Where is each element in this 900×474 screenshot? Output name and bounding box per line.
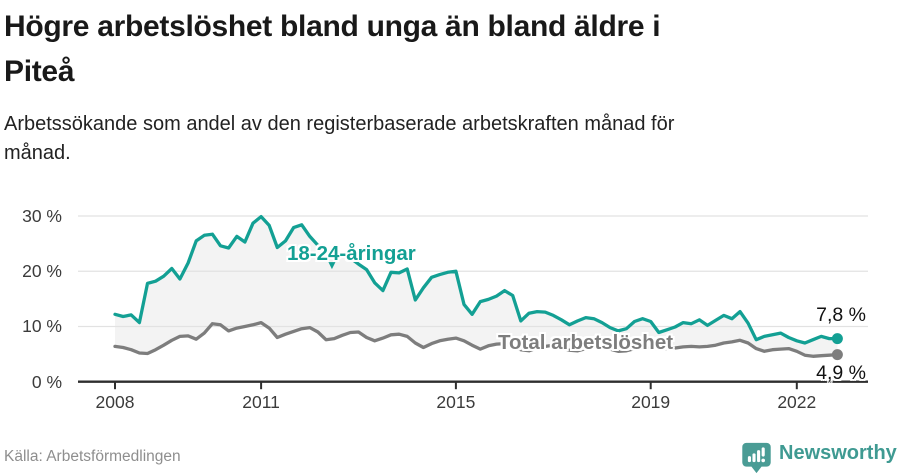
chart-subtitle-line1: Arbetssökande som andel av den registerb… xyxy=(4,113,675,135)
x-axis-tick-label: 2022 xyxy=(777,392,817,412)
x-axis-tick-label: 2008 xyxy=(95,392,135,412)
chart-title: Högre arbetslöshet bland unga än bland ä… xyxy=(4,4,844,94)
source-note: Källa: Arbetsförmedlingen xyxy=(4,448,181,465)
x-axis-tick-label: 2019 xyxy=(631,392,671,412)
newsworthy-logo-icon xyxy=(742,442,771,474)
chart-title-line2: Piteå xyxy=(4,55,75,88)
newsworthy-wordmark: Newsworthy xyxy=(779,442,897,464)
series-line-total xyxy=(113,320,840,358)
y-axis-tick-label: 10 % xyxy=(22,316,62,337)
series-label-total: Total arbetslöshet xyxy=(498,331,674,354)
series-label-youth: 18-24-åringar xyxy=(287,242,416,265)
label-pointer-icon: ▼ xyxy=(326,258,338,272)
chart-title-line1: Högre arbetslöshet bland unga än bland ä… xyxy=(4,10,661,43)
end-value-total: 4,9 % xyxy=(816,362,866,384)
x-axis-tick-label: 2015 xyxy=(436,392,476,412)
end-dot-youth xyxy=(831,333,843,345)
y-axis-tick-label: 30 % xyxy=(22,206,62,226)
chart-subtitle: Arbetssökande som andel av den registerb… xyxy=(4,110,844,168)
x-axis-tick-label: 2011 xyxy=(242,392,280,412)
y-axis-tick-label: 20 % xyxy=(22,261,62,282)
series-line-youth xyxy=(113,214,840,345)
end-dot-total xyxy=(831,349,843,361)
end-value-youth: 7,8 % xyxy=(816,304,866,326)
area-between-series xyxy=(115,216,838,357)
x-axis: 2008 2011 2015 2019 2022 xyxy=(0,392,900,414)
chart-subtitle-line2: månad. xyxy=(4,142,71,164)
bar-chart-icon xyxy=(747,447,766,463)
y-axis-tick-label: 0 % xyxy=(31,371,62,392)
newsworthy-logo[interactable]: Newsworthy xyxy=(740,440,897,474)
y-axis: 30 % 20 % 10 % 0 % xyxy=(0,0,70,474)
